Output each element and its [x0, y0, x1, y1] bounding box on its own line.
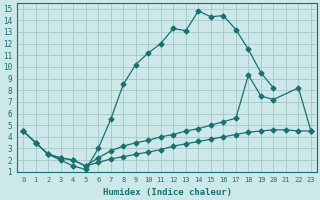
X-axis label: Humidex (Indice chaleur): Humidex (Indice chaleur) — [102, 188, 232, 197]
